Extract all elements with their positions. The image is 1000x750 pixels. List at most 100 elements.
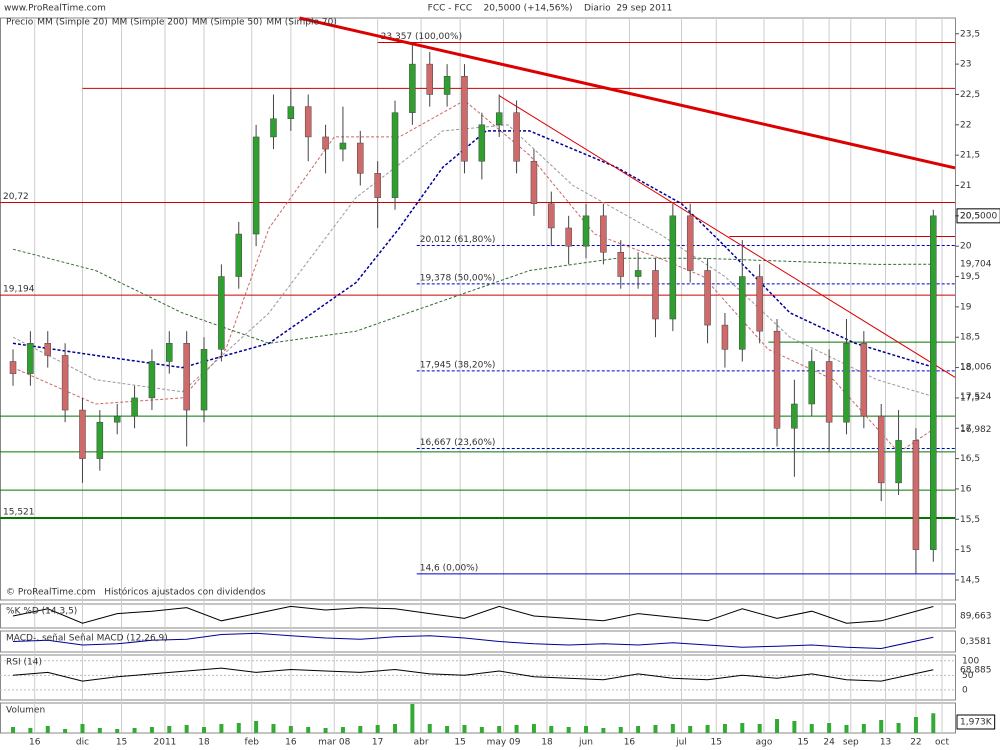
trend-line [498,95,956,378]
y-tick-label: 20 [960,242,972,252]
x-tick-label: 15 [797,738,808,748]
volume-bar [445,726,450,733]
volume-bar [358,726,363,733]
candle-body [843,343,850,423]
y-tick-label: 23 [960,60,971,70]
candle-body [357,142,364,174]
last-value-label: 20,5000 [960,211,997,221]
volume-bar [97,728,102,733]
candle-body [860,343,868,417]
candle-body [148,361,156,399]
level-label: 23,357 (100,00%) [381,32,462,42]
volume-bar [393,724,398,733]
candle-body [218,276,225,350]
volume-bar [479,727,484,733]
volume-bar [11,727,16,733]
candle-body [582,215,590,247]
volume-bar [653,725,658,733]
panel-frame [0,702,956,734]
volume-bar [202,727,207,733]
volume-bar [531,724,536,733]
candle-body [912,440,920,550]
volume-bar [861,724,866,733]
volume-bar [636,726,641,733]
volume-bar [132,728,137,733]
volume-bar [497,726,502,733]
x-tick-label: abr [414,738,429,748]
candle-body [548,203,555,229]
last-value-label: 89,663 [960,612,992,622]
y-tick-label: 18,5 [960,333,980,343]
y-tick-label: 21 [960,181,971,191]
x-tick-label: 17 [372,738,383,748]
legend-entry: Precio [6,18,34,28]
last-value-label: 68,885 [960,665,992,675]
volume-bar [323,728,328,733]
volume-bar [792,721,797,733]
y-tick-label: 20,5 [960,211,980,221]
y-tick-label: 21,5 [960,151,980,161]
y-tick-label: 100 [962,656,979,666]
candle-body [600,215,607,253]
x-tick-label: 13 [880,738,891,748]
y-tick-label: 50 [962,671,974,681]
y-tick-label: 23,5 [960,29,980,39]
x-tick-label: may 09 [487,738,521,748]
volume-bar [254,721,259,733]
moving-average [12,99,934,454]
candle-body [895,440,902,484]
y-tick-label: 14,5 [960,575,980,585]
moving-average [12,248,934,344]
volume-bar [288,726,293,733]
panel-title: RSI (14) [6,658,42,668]
candle-body [443,76,451,95]
x-tick-label: 2011 [154,738,177,748]
level-label: 19,378 (50,00%) [420,273,496,283]
volume-bar [184,725,189,733]
x-tick-label: 18 [198,738,210,748]
candle-body [287,106,295,119]
indicator-line [12,605,934,624]
volume-bar [549,726,554,733]
candle-body [61,355,69,411]
x-tick-label: 16 [624,738,636,748]
panel-frame [0,603,956,629]
volume-bar [410,704,415,733]
level-label: 15,521 [3,508,35,518]
volume-bar [896,723,901,733]
panel-frame [0,654,956,701]
candle-body [252,136,260,235]
candle-body [235,233,242,277]
candle-body [9,361,17,374]
indicator-line [12,667,934,682]
source: www.ProRealTime.com [4,4,106,14]
x-tick-label: ago [756,738,773,748]
volume-bar [757,724,762,733]
level-label: 19,194 [3,285,35,295]
volume-bar [879,720,884,733]
x-tick-label: dic [76,738,89,748]
volume-bar [375,725,380,733]
candle-body [721,324,729,350]
level-label: 20,012 (61,80%) [420,235,496,245]
volume-bar [618,727,623,733]
candle-body [44,343,51,356]
volume-bar [514,725,519,733]
x-tick-label: mar 08 [318,738,351,748]
x-tick-label: jun [578,738,593,748]
y-tick-label: 19,5 [960,272,980,282]
volume-bar [462,725,467,733]
candle-body [756,276,763,332]
volume-bar [844,725,849,733]
candle-body [131,397,138,417]
volume-bar [63,729,68,733]
candle-body [686,215,694,271]
y-tick-label: 15 [960,545,971,555]
x-tick-label: 18 [541,738,553,748]
x-tick-label: 15 [116,738,127,748]
volume-bar [566,727,571,733]
x-tick-label: sep [843,738,859,748]
candle-body [304,106,312,138]
volume-bar [236,723,241,733]
x-tick-label: 15 [711,738,722,748]
